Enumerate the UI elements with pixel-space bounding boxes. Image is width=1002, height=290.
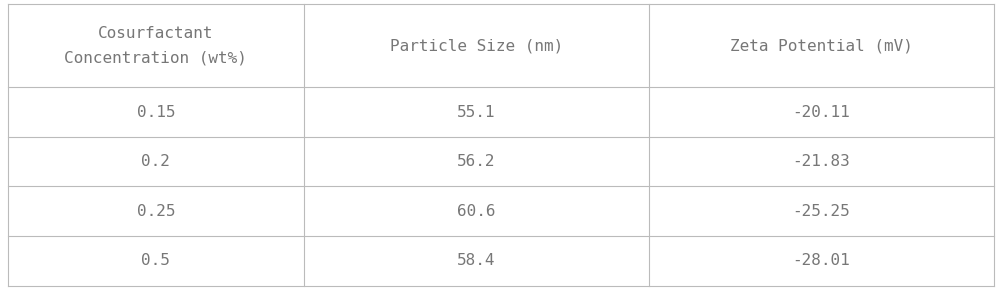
Text: 0.25: 0.25	[136, 204, 175, 219]
Text: 55.1: 55.1	[457, 105, 496, 119]
Text: Zeta Potential (mV): Zeta Potential (mV)	[730, 38, 913, 53]
Text: -28.01: -28.01	[793, 253, 851, 268]
Text: -20.11: -20.11	[793, 105, 851, 119]
Text: 0.15: 0.15	[136, 105, 175, 119]
Text: -25.25: -25.25	[793, 204, 851, 219]
Text: Particle Size (nm): Particle Size (nm)	[390, 38, 563, 53]
Text: 0.2: 0.2	[141, 154, 170, 169]
Text: Cosurfactant
Concentration (wt%): Cosurfactant Concentration (wt%)	[64, 26, 247, 66]
Text: 58.4: 58.4	[457, 253, 496, 268]
Text: -21.83: -21.83	[793, 154, 851, 169]
Text: 60.6: 60.6	[457, 204, 496, 219]
Text: 56.2: 56.2	[457, 154, 496, 169]
Text: 0.5: 0.5	[141, 253, 170, 268]
